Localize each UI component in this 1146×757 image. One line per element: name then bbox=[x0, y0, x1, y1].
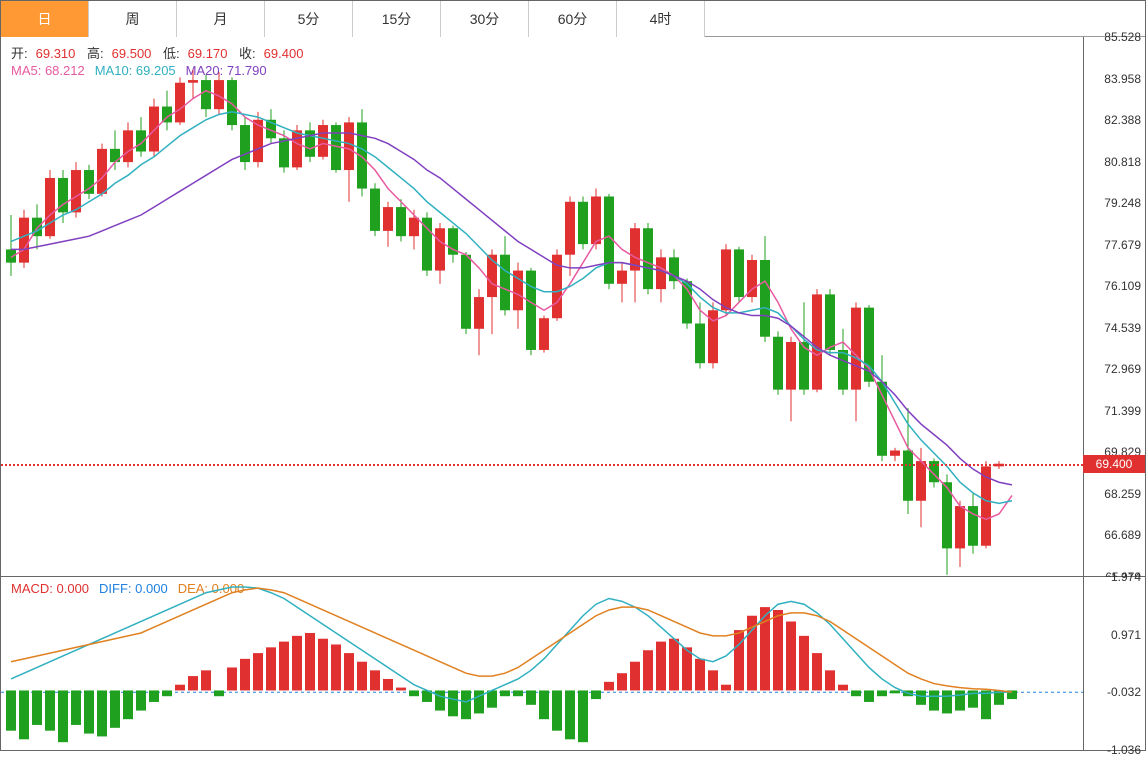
macd-y-axis: 1.9740.971-0.032-1.036 bbox=[1083, 577, 1145, 750]
chart-container: 日周月5分15分30分60分4时 开:69.310 高:69.500 低:69.… bbox=[0, 0, 1146, 751]
price-tick: 80.818 bbox=[1104, 155, 1141, 169]
main-chart-svg bbox=[1, 37, 1083, 577]
price-tick: 77.679 bbox=[1104, 238, 1141, 252]
price-tick: 85.528 bbox=[1104, 30, 1141, 44]
macd-chart[interactable]: MACD: 0.000DIFF: 0.000DEA: 0.000 1.9740.… bbox=[1, 577, 1145, 750]
price-y-axis: 85.52883.95882.38880.81879.24877.67976.1… bbox=[1083, 37, 1145, 576]
macd-chart-svg bbox=[1, 577, 1083, 750]
timeframe-tab-2[interactable]: 月 bbox=[177, 1, 265, 37]
macd-tick: 1.974 bbox=[1111, 570, 1141, 584]
current-price-tag: 69.400 bbox=[1083, 455, 1145, 473]
timeframe-tab-0[interactable]: 日 bbox=[1, 1, 89, 37]
timeframe-tab-1[interactable]: 周 bbox=[89, 1, 177, 37]
macd-tick: 0.971 bbox=[1111, 628, 1141, 642]
chart-area: 开:69.310 高:69.500 低:69.170 收:69.400 MA5:… bbox=[1, 37, 1145, 750]
timeframe-tab-3[interactable]: 5分 bbox=[265, 1, 353, 37]
price-tick: 83.958 bbox=[1104, 72, 1141, 86]
timeframe-tab-4[interactable]: 15分 bbox=[353, 1, 441, 37]
price-tick: 82.388 bbox=[1104, 113, 1141, 127]
candlestick-chart[interactable]: 开:69.310 高:69.500 低:69.170 收:69.400 MA5:… bbox=[1, 37, 1145, 577]
macd-tick: -0.032 bbox=[1107, 685, 1141, 699]
timeframe-tab-5[interactable]: 30分 bbox=[441, 1, 529, 37]
price-tick: 72.969 bbox=[1104, 362, 1141, 376]
current-price-line bbox=[1, 464, 1083, 466]
timeframe-tabs: 日周月5分15分30分60分4时 bbox=[1, 1, 1145, 37]
price-tick: 74.539 bbox=[1104, 321, 1141, 335]
price-tick: 68.259 bbox=[1104, 487, 1141, 501]
price-tick: 79.248 bbox=[1104, 196, 1141, 210]
timeframe-tab-7[interactable]: 4时 bbox=[617, 1, 705, 37]
price-tick: 71.399 bbox=[1104, 404, 1141, 418]
price-tick: 66.689 bbox=[1104, 528, 1141, 542]
timeframe-tab-6[interactable]: 60分 bbox=[529, 1, 617, 37]
price-tick: 76.109 bbox=[1104, 279, 1141, 293]
macd-tick: -1.036 bbox=[1107, 743, 1141, 757]
